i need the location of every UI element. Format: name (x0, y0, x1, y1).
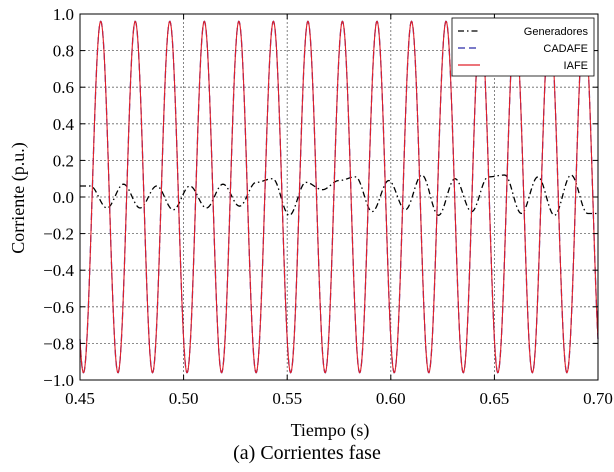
y-tick-label: −0.6 (43, 298, 74, 317)
x-tick-label: 0.50 (169, 389, 199, 408)
legend: Generadores CADAFE IAFE (451, 17, 595, 77)
x-tick-label: 0.70 (583, 389, 613, 408)
y-tick-label: 0.4 (53, 115, 75, 134)
legend-box (451, 17, 595, 77)
y-axis-label: Corriente (p.u.) (8, 142, 29, 253)
legend-label: Generadores (524, 26, 589, 38)
axis-ticks: 0.45 0.50 0.55 0.60 0.65 0.70 1.0 0.8 0.6 0.4 0.2 0… (43, 5, 613, 408)
y-tick-label: 0.2 (53, 151, 74, 170)
y-tick-label: 0.6 (53, 78, 74, 97)
y-tick-label: 0.0 (53, 188, 74, 207)
x-axis-label: Tiempo (s) (291, 420, 370, 441)
x-tick-label: 0.65 (480, 389, 510, 408)
y-tick-label: 0.8 (53, 42, 74, 61)
legend-label: CADAFE (543, 43, 588, 55)
x-tick-label: 0.45 (65, 389, 95, 408)
y-tick-label: −0.2 (43, 225, 74, 244)
y-tick-label: −1.0 (43, 371, 74, 390)
y-tick-label: −0.8 (43, 334, 74, 353)
series-line-generadores (80, 174, 598, 216)
y-tick-label: −0.4 (43, 261, 74, 280)
y-tick-label: 1.0 (53, 5, 74, 24)
legend-label: IAFE (564, 60, 588, 72)
figure-caption: (a) Corrientes fase (233, 442, 381, 464)
x-tick-label: 0.60 (376, 389, 406, 408)
x-tick-label: 0.55 (272, 389, 302, 408)
